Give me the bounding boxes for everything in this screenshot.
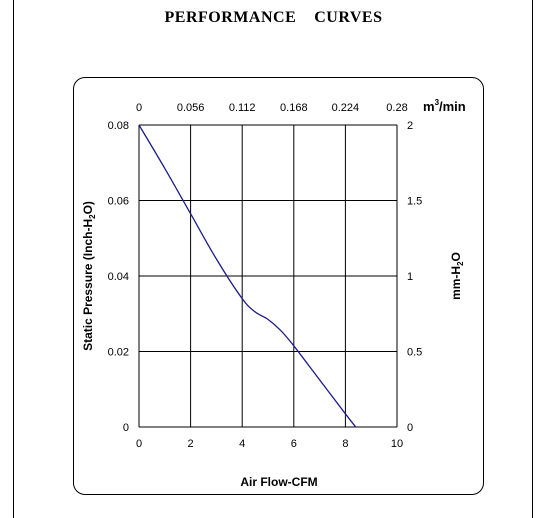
y-tick-label: 0.08 xyxy=(108,120,129,132)
top-unit-label: m3/min xyxy=(423,98,466,114)
x-top-tick-label: 0 xyxy=(136,102,142,114)
x-top-tick-label: 0.224 xyxy=(332,102,360,114)
y-tick-label: 0.06 xyxy=(108,196,129,208)
chart-panel xyxy=(73,77,484,495)
performance-curve xyxy=(138,124,357,428)
x-top-tick-label: 0.28 xyxy=(386,102,407,114)
page-border-right xyxy=(532,0,533,518)
tick-labels: 0 2 4 6 8 100 0.056 0.112 0.168 0.224 0.2800.020.0… xyxy=(108,102,423,450)
x-top-tick-label: 0.056 xyxy=(177,102,205,114)
y-right-tick-label: 2 xyxy=(407,120,413,132)
grid xyxy=(138,124,398,428)
y-tick-label: 0.02 xyxy=(108,347,129,359)
y-tick-label: 0 xyxy=(123,422,129,434)
y-right-tick-label: 0 xyxy=(407,422,413,434)
page-border-left xyxy=(13,0,14,518)
y-right-axis-title: mm-H2O xyxy=(449,252,465,300)
series-layer xyxy=(138,124,357,428)
page-title: PERFORMANCE CURVES xyxy=(164,9,383,26)
x-tick-label: 10 xyxy=(391,438,403,450)
x-top-tick-label: 0.168 xyxy=(280,102,308,114)
y-right-tick-label: 1 xyxy=(407,271,413,283)
x-top-tick-label: 0.112 xyxy=(229,102,256,114)
x-tick-label: 2 xyxy=(188,438,194,450)
x-tick-label: 0 xyxy=(136,438,142,450)
y-axis-title: Static Pressure (Inch-H2O) xyxy=(81,201,97,351)
x-axis-title: Air Flow-CFM xyxy=(240,475,317,489)
y-right-tick-label: 1.5 xyxy=(407,196,422,208)
x-tick-label: 4 xyxy=(239,438,245,450)
x-tick-label: 8 xyxy=(342,438,348,450)
y-right-tick-label: 0.5 xyxy=(407,347,422,359)
y-tick-label: 0.04 xyxy=(108,271,129,283)
x-tick-label: 6 xyxy=(291,438,297,450)
